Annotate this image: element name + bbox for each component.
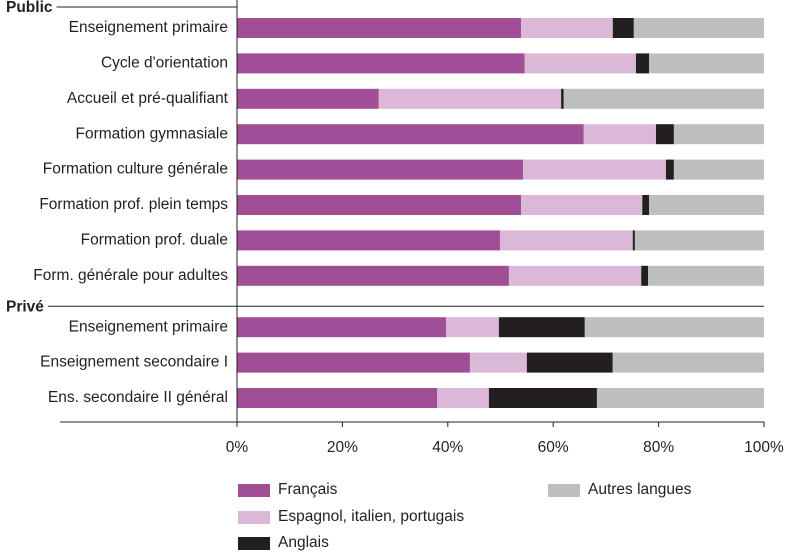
legend-label: Autres langues	[588, 481, 692, 498]
bar-segment	[635, 53, 650, 74]
legend-swatch	[238, 537, 270, 550]
bar-segment	[498, 317, 585, 338]
bar-segment	[508, 265, 642, 286]
x-tick-label: 100%	[744, 439, 784, 456]
bar-segment	[673, 124, 764, 145]
bar-segment	[641, 265, 649, 286]
bar-segment	[499, 230, 633, 251]
bar-segment	[469, 352, 527, 373]
bar-segment	[655, 124, 674, 145]
legend-swatch	[238, 484, 270, 497]
bar-segment	[632, 230, 635, 251]
x-tick-label: 80%	[643, 439, 674, 456]
legend-swatch	[238, 511, 270, 524]
bar-segment	[237, 230, 500, 251]
category-label: Accueil et pré-qualifiant	[67, 90, 229, 107]
x-tick-label: 40%	[432, 439, 463, 456]
bar-segment	[523, 159, 666, 180]
group-label: Public	[6, 0, 53, 16]
category-label: Ens. secondaire II général	[48, 389, 228, 406]
bar-segment	[237, 18, 522, 38]
bar-segment	[237, 195, 522, 215]
x-tick-label: 20%	[327, 439, 358, 456]
bar-segment	[521, 18, 613, 38]
category-label: Enseignement primaire	[69, 318, 228, 335]
bar-segment	[583, 124, 656, 145]
bar-segment	[648, 265, 764, 286]
bar-segment	[612, 352, 764, 373]
category-label: Enseignement secondaire I	[40, 354, 228, 371]
bar-segment	[665, 159, 674, 180]
x-tick-label: 0%	[226, 439, 249, 456]
legend-label: Anglais	[278, 534, 329, 551]
category-label: Cycle d'orientation	[101, 54, 228, 71]
bar-segment	[642, 195, 650, 215]
bar-segment	[237, 265, 509, 286]
bar-segment	[526, 352, 613, 373]
legend-swatch	[548, 484, 580, 497]
bar-segment	[634, 230, 764, 251]
bar-segment	[524, 53, 636, 74]
x-tick-label: 60%	[538, 439, 569, 456]
bar-segment	[437, 388, 489, 408]
bar-segment	[521, 195, 643, 215]
group-label: Privé	[6, 298, 44, 315]
category-label: Formation culture générale	[43, 161, 228, 178]
bar-segment	[612, 18, 634, 38]
bar-segment	[237, 352, 470, 373]
bar-segment	[673, 159, 764, 180]
bar-segment	[237, 317, 447, 338]
bar-segment	[633, 18, 764, 38]
bar-segment	[237, 53, 525, 74]
bar-segment	[237, 388, 438, 408]
category-label: Formation prof. plein temps	[39, 196, 228, 213]
bar-segment	[488, 388, 597, 408]
bar-segment	[584, 317, 764, 338]
bar-segment	[561, 88, 564, 109]
legend-label: Espagnol, italien, portugais	[278, 508, 464, 525]
bar-segment	[649, 195, 764, 215]
bar-segment	[649, 53, 764, 74]
category-label: Formation prof. duale	[81, 231, 228, 248]
bar-segment	[237, 124, 584, 145]
category-label: Enseignement primaire	[69, 19, 228, 36]
bar-segment	[446, 317, 499, 338]
bar-segment	[596, 388, 764, 408]
category-label: Form. générale pour adultes	[33, 267, 228, 284]
bar-segment	[237, 88, 379, 109]
legend-label: Français	[278, 481, 338, 498]
bar-segment	[563, 88, 764, 109]
category-label: Formation gymnasiale	[76, 125, 228, 142]
bar-segment	[378, 88, 562, 109]
bar-segment	[237, 159, 524, 180]
